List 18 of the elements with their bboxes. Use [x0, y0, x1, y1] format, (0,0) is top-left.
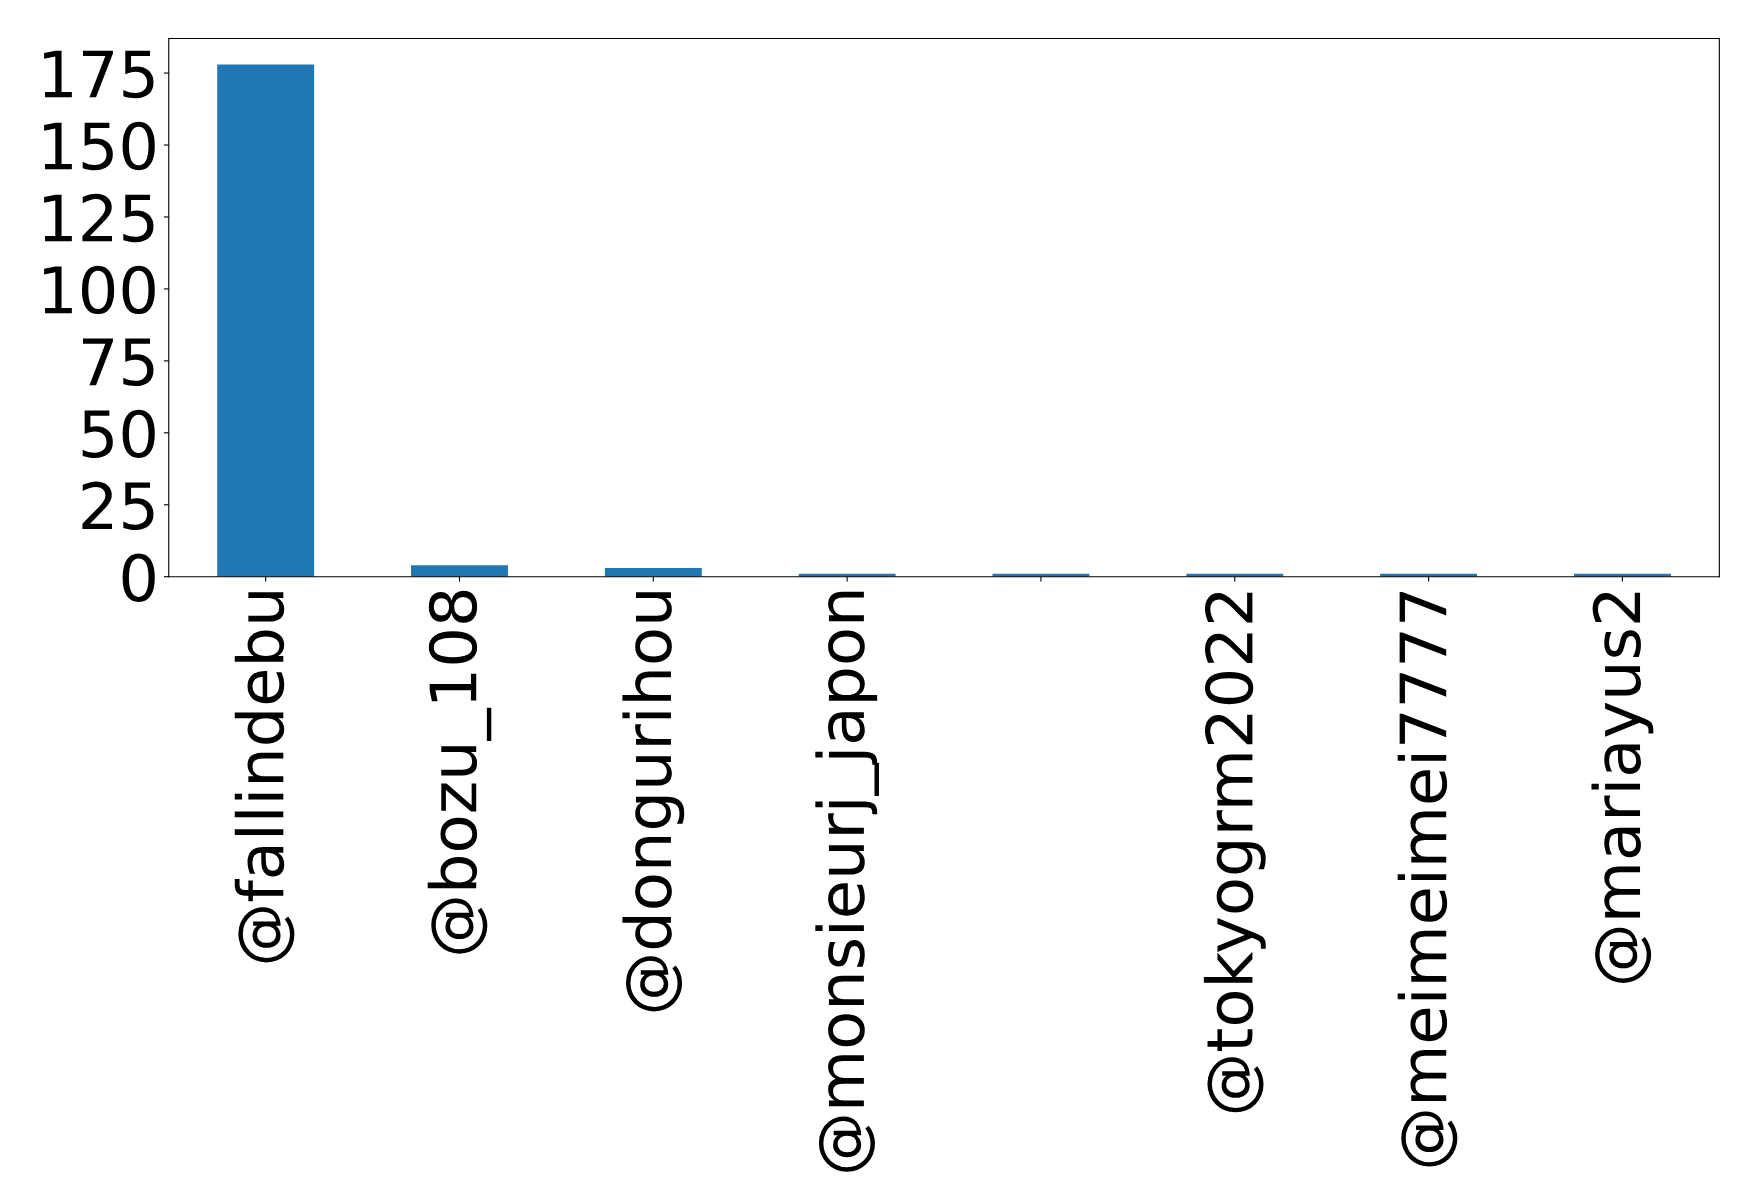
- x-tick-label: @dongurihou: [622, 592, 685, 1012]
- y-tick-label: 0: [122, 553, 155, 602]
- x-tick-label: @bozu_108: [427, 590, 492, 954]
- x-tick-label: @mariayus2: [1591, 592, 1654, 983]
- bar: [411, 565, 508, 577]
- y-tick-label: 50: [82, 409, 155, 458]
- x-tick-label: @monsieurj_japon: [815, 591, 879, 1172]
- bar: [604, 568, 702, 577]
- y-tick-label: 125: [44, 193, 154, 243]
- y-tick-label: 175: [44, 50, 154, 99]
- x-tick-label: @tokyogrm2022: [1203, 592, 1266, 1113]
- y-tick-label: 25: [82, 481, 154, 530]
- y-tick-label: 75: [82, 338, 154, 387]
- y-tick-label: 150: [44, 121, 155, 171]
- y-tick-label: 100: [44, 265, 155, 315]
- bar: [217, 64, 315, 577]
- x-tick-label: @fallindebu: [234, 592, 295, 963]
- x-tick-label: @meimeimei7777: [1397, 591, 1458, 1167]
